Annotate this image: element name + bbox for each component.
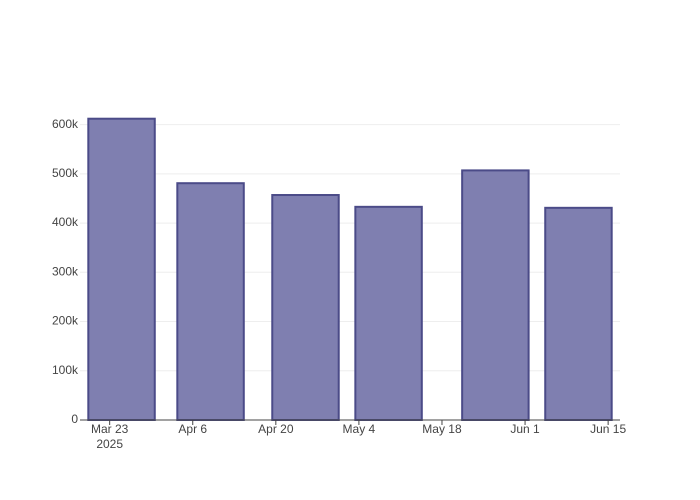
y-tick-label: 600k (52, 117, 79, 131)
x-tick-label: Apr 6 (178, 422, 207, 436)
y-tick-label: 0 (71, 412, 78, 426)
x-tick-label: May 4 (343, 422, 376, 436)
x-tick-label: Mar 23 (91, 422, 129, 436)
y-tick-label: 200k (52, 314, 79, 328)
x-tick-label: Apr 20 (258, 422, 294, 436)
bar (461, 169, 530, 421)
y-tick-label: 400k (52, 215, 79, 229)
bar (544, 206, 613, 421)
y-tick-label: 300k (52, 264, 79, 278)
y-tick-label: 500k (52, 166, 79, 180)
x-tick-label: Jun 1 (510, 422, 540, 436)
x-tick-label: May 18 (422, 422, 462, 436)
bar (354, 205, 423, 421)
bar (87, 117, 156, 421)
y-tick-label: 100k (52, 363, 79, 377)
bar (176, 182, 245, 421)
x-tick-label: Jun 15 (590, 422, 626, 436)
x-year-label: 2025 (96, 437, 123, 451)
bar (271, 194, 340, 421)
